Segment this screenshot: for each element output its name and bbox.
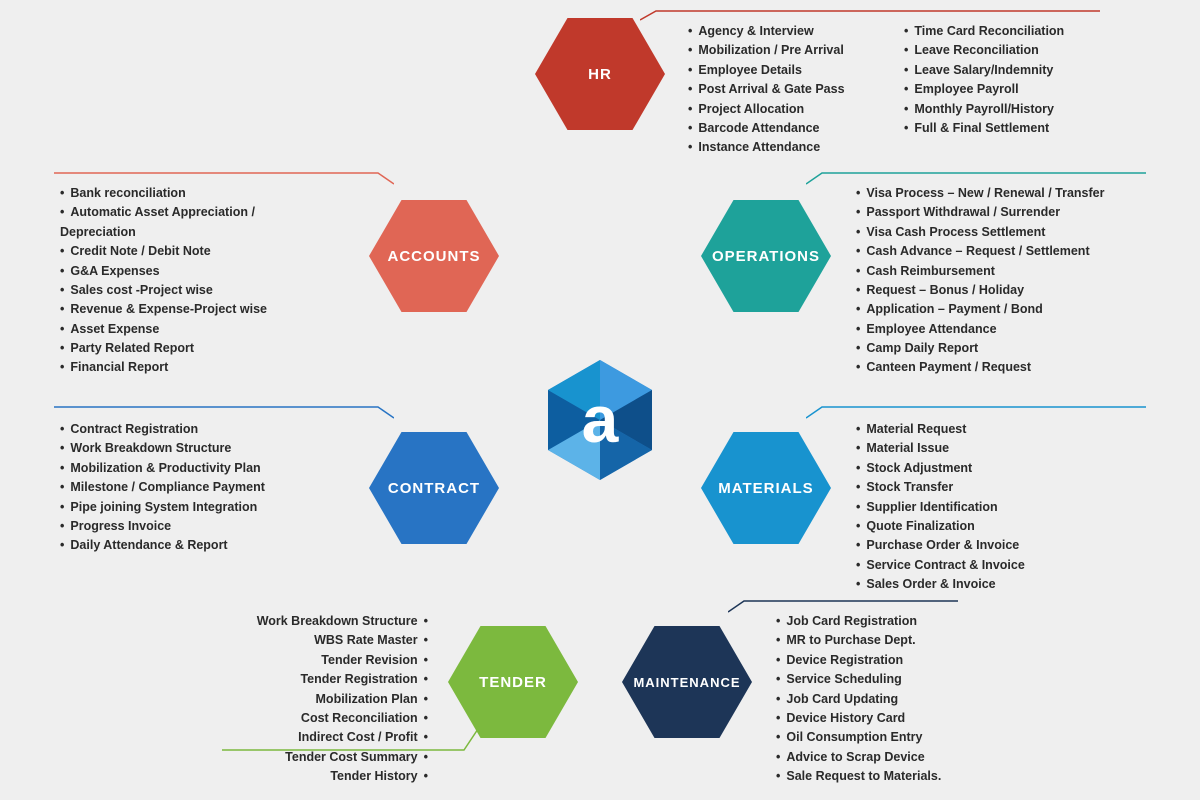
hex-accounts-label: ACCOUNTS: [388, 248, 481, 265]
list-item: Mobilization Plan: [232, 690, 428, 709]
list-item: Canteen Payment / Request: [856, 358, 1104, 377]
list-item: Project Allocation: [688, 100, 845, 119]
list-item: Time Card Reconciliation: [904, 22, 1064, 41]
list-item: Cash Advance – Request / Settlement: [856, 242, 1104, 261]
contract-items: Contract RegistrationWork Breakdown Stru…: [60, 420, 265, 556]
list-item: Tender Registration: [232, 670, 428, 689]
hex-materials-label: MATERIALS: [718, 480, 813, 497]
list-item: Mobilization / Pre Arrival: [688, 41, 845, 60]
list-item: G&A Expenses: [60, 262, 312, 281]
tender-items: Work Breakdown StructureWBS Rate MasterT…: [232, 612, 428, 786]
list-item: Camp Daily Report: [856, 339, 1104, 358]
list-item: Cash Reimbursement: [856, 262, 1104, 281]
list-item: Asset Expense: [60, 320, 312, 339]
accounts-items: Bank reconciliationAutomatic Asset Appre…: [60, 184, 312, 378]
list-item: Cost Reconciliation: [232, 709, 428, 728]
operations-items: Visa Process – New / Renewal / TransferP…: [856, 184, 1104, 378]
hex-tender-label: TENDER: [479, 674, 547, 691]
list-item: WBS Rate Master: [232, 631, 428, 650]
list-item: Visa Cash Process Settlement: [856, 223, 1104, 242]
list-item: Service Contract & Invoice: [856, 556, 1025, 575]
list-item: Sales Order & Invoice: [856, 575, 1025, 594]
list-item: Monthly Payroll/History: [904, 100, 1064, 119]
list-item: Indirect Cost / Profit: [232, 728, 428, 747]
list-item: Material Issue: [856, 439, 1025, 458]
list-item: MR to Purchase Dept.: [776, 631, 941, 650]
list-item: Sale Request to Materials.: [776, 767, 941, 786]
svg-text:a: a: [582, 382, 620, 456]
hex-tender: TENDER: [448, 626, 578, 738]
list-item: Tender Revision: [232, 651, 428, 670]
maintenance-items: Job Card RegistrationMR to Purchase Dept…: [776, 612, 941, 786]
list-item: Sales cost -Project wise: [60, 281, 312, 300]
list-item: Employee Details: [688, 61, 845, 80]
list-item: Barcode Attendance: [688, 119, 845, 138]
list-item: Agency & Interview: [688, 22, 845, 41]
list-item: Oil Consumption Entry: [776, 728, 941, 747]
list-item: Device History Card: [776, 709, 941, 728]
list-item: Tender Cost Summary: [232, 748, 428, 767]
list-item: Work Breakdown Structure: [60, 439, 265, 458]
hex-maintenance: MAINTENANCE: [622, 626, 752, 738]
hex-contract-label: CONTRACT: [388, 480, 480, 497]
list-item: Revenue & Expense-Project wise: [60, 300, 312, 319]
hr-items-right: Time Card ReconciliationLeave Reconcilia…: [904, 22, 1064, 138]
list-item: Work Breakdown Structure: [232, 612, 428, 631]
list-item: Daily Attendance & Report: [60, 536, 265, 555]
materials-items: Material RequestMaterial IssueStock Adju…: [856, 420, 1025, 594]
connector-hr: [640, 10, 1100, 22]
list-item: Employee Payroll: [904, 80, 1064, 99]
list-item: Purchase Order & Invoice: [856, 536, 1025, 555]
list-item: Quote Finalization: [856, 517, 1025, 536]
list-item: Financial Report: [60, 358, 312, 377]
hex-contract: CONTRACT: [369, 432, 499, 544]
list-item: Credit Note / Debit Note: [60, 242, 312, 261]
list-item: Service Scheduling: [776, 670, 941, 689]
list-item: Application – Payment / Bond: [856, 300, 1104, 319]
hex-operations-label: OPERATIONS: [712, 248, 820, 265]
list-item: Post Arrival & Gate Pass: [688, 80, 845, 99]
list-item: Mobilization & Productivity Plan: [60, 459, 265, 478]
hex-hr: HR: [535, 18, 665, 130]
list-item: Supplier Identification: [856, 498, 1025, 517]
list-item: Job Card Updating: [776, 690, 941, 709]
center-logo: a: [536, 356, 664, 484]
hex-accounts: ACCOUNTS: [369, 200, 499, 312]
list-item: Leave Reconciliation: [904, 41, 1064, 60]
list-item: Request – Bonus / Holiday: [856, 281, 1104, 300]
list-item: Visa Process – New / Renewal / Transfer: [856, 184, 1104, 203]
connector-contract: [54, 406, 394, 420]
list-item: Instance Attendance: [688, 138, 845, 157]
list-item: Full & Final Settlement: [904, 119, 1064, 138]
list-item: Pipe joining System Integration: [60, 498, 265, 517]
list-item: Device Registration: [776, 651, 941, 670]
connector-materials: [806, 406, 1146, 420]
list-item: Job Card Registration: [776, 612, 941, 631]
list-item: Passport Withdrawal / Surrender: [856, 203, 1104, 222]
list-item: Automatic Asset Appreciation / Depreciat…: [60, 203, 312, 242]
list-item: Material Request: [856, 420, 1025, 439]
list-item: Stock Transfer: [856, 478, 1025, 497]
list-item: Tender History: [232, 767, 428, 786]
hr-items-left: Agency & InterviewMobilization / Pre Arr…: [688, 22, 845, 158]
list-item: Progress Invoice: [60, 517, 265, 536]
list-item: Party Related Report: [60, 339, 312, 358]
list-item: Bank reconciliation: [60, 184, 312, 203]
list-item: Employee Attendance: [856, 320, 1104, 339]
hex-hr-label: HR: [588, 66, 612, 83]
hex-maintenance-label: MAINTENANCE: [633, 675, 740, 690]
hex-operations: OPERATIONS: [701, 200, 831, 312]
hex-materials: MATERIALS: [701, 432, 831, 544]
list-item: Stock Adjustment: [856, 459, 1025, 478]
list-item: Leave Salary/Indemnity: [904, 61, 1064, 80]
list-item: Advice to Scrap Device: [776, 748, 941, 767]
list-item: Milestone / Compliance Payment: [60, 478, 265, 497]
list-item: Contract Registration: [60, 420, 265, 439]
